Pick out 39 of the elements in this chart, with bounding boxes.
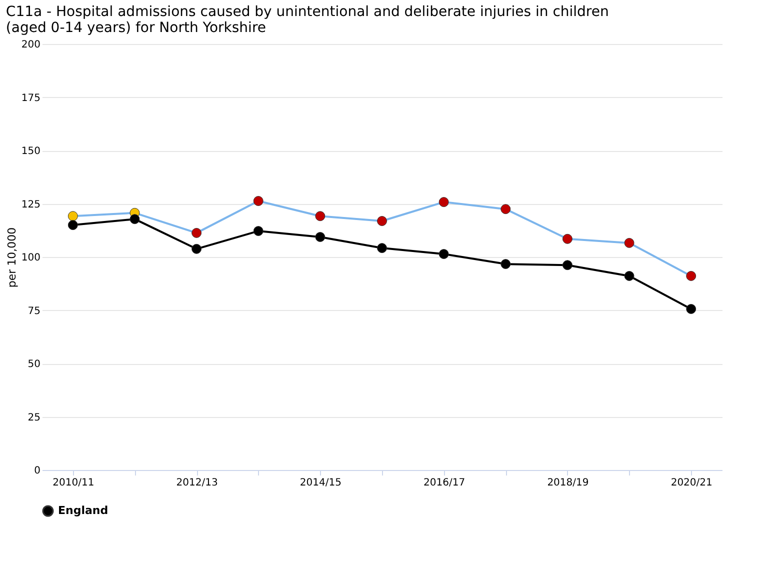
- point: [686, 270, 696, 281]
- point: [624, 238, 634, 248]
- point: [438, 197, 449, 208]
- y-tick-label: 100: [21, 252, 40, 264]
- y-tick-label: 25: [28, 412, 40, 424]
- point: [624, 270, 634, 281]
- point: [500, 259, 511, 270]
- chart-title: C11a - Hospital admissions caused by unintentional and deliberate injuries in children (aged 0-14 years) for North Yorkshire: [6, 4, 609, 36]
- point: [315, 232, 326, 242]
- y-tick-label: 175: [21, 92, 40, 104]
- point: [686, 304, 696, 314]
- y-tick-label: 0: [34, 466, 40, 476]
- y-tick-label: 125: [21, 199, 40, 210]
- x-tick-label: 2020/21: [670, 478, 712, 488]
- point: [253, 196, 264, 206]
- y-axis-title: per 10,000: [5, 227, 18, 288]
- point: [438, 249, 449, 259]
- point: [253, 226, 264, 236]
- x-tick-label: 2012/13: [176, 478, 218, 488]
- point: [130, 214, 140, 224]
- y-tick-label: 150: [21, 146, 40, 157]
- point: [562, 260, 572, 270]
- point: [500, 204, 511, 214]
- x-tick-label: 2014/15: [300, 478, 342, 488]
- x-tick-label: 2016/17: [424, 478, 466, 488]
- x-tick-label: 2018/19: [547, 478, 589, 488]
- y-tick-label: 50: [28, 359, 40, 370]
- point: [377, 216, 387, 226]
- point: [68, 211, 78, 222]
- point: [192, 244, 202, 254]
- point: [562, 234, 572, 244]
- point: [192, 228, 202, 238]
- point: [377, 243, 387, 254]
- y-tick-label: 200: [21, 40, 40, 50]
- point: [68, 220, 78, 230]
- x-tick-label: 2010/11: [52, 478, 94, 488]
- y-tick-label: 75: [28, 306, 40, 317]
- point: [315, 211, 326, 222]
- legend-label: England: [58, 504, 108, 517]
